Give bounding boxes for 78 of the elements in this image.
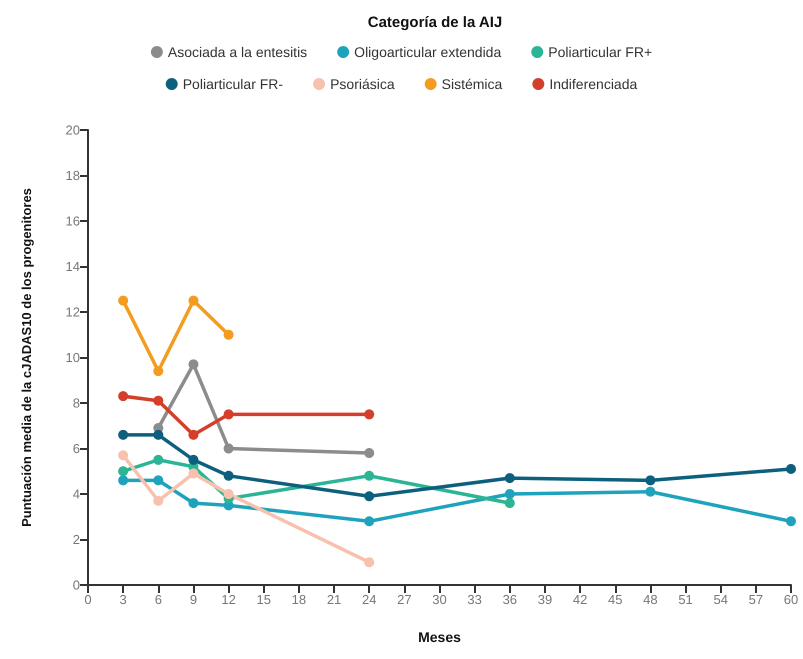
y-tick-label: 10 <box>66 350 80 365</box>
point <box>188 430 198 440</box>
point <box>504 489 515 499</box>
point <box>118 430 128 440</box>
point <box>224 409 234 420</box>
point <box>188 468 198 479</box>
point <box>118 296 128 306</box>
x-tick-label: 33 <box>467 592 482 607</box>
point <box>504 498 515 508</box>
point <box>364 491 374 502</box>
point <box>224 330 234 340</box>
point <box>364 470 374 481</box>
point <box>645 475 656 486</box>
point <box>224 470 234 481</box>
chart-title: Categoría de la AIJ <box>368 14 502 31</box>
x-tick-label: 36 <box>502 592 518 607</box>
y-tick-label: 12 <box>66 304 80 320</box>
y-tick-label: 18 <box>66 168 80 183</box>
x-tick-label: 15 <box>256 592 271 607</box>
point <box>153 366 164 376</box>
point <box>786 516 796 526</box>
point <box>364 448 374 458</box>
x-tick-label: 6 <box>154 592 162 607</box>
point <box>786 464 796 474</box>
x-tick-label: 45 <box>608 592 622 607</box>
point <box>188 359 198 370</box>
x-tick-label: 3 <box>120 592 127 607</box>
x-tick-label: 54 <box>713 592 728 607</box>
x-tick-label: 24 <box>362 592 376 607</box>
point <box>153 396 164 406</box>
point <box>364 409 374 420</box>
x-tick-label: 0 <box>84 592 92 607</box>
point <box>364 516 374 526</box>
y-tick-label: 8 <box>72 396 80 410</box>
x-tick-label: 21 <box>326 592 342 607</box>
y-tick-label: 4 <box>72 486 80 502</box>
y-tick-label: 6 <box>72 441 80 456</box>
x-tick-label: 12 <box>221 592 236 607</box>
point <box>364 557 374 568</box>
point <box>153 430 164 440</box>
legend-label: Poliarticular FR- <box>182 76 284 92</box>
y-tick-label: 14 <box>66 259 80 274</box>
y-tick-label: 2 <box>72 532 80 547</box>
x-tick-label: 42 <box>572 592 588 607</box>
x-tick-label: 9 <box>190 592 198 607</box>
point <box>504 473 515 484</box>
y-tick-label: 0 <box>72 578 80 592</box>
legend-label: Sistémica <box>442 76 503 92</box>
y-tick-label: 20 <box>66 122 80 138</box>
x-tick-label: 51 <box>678 592 693 607</box>
point <box>188 498 198 508</box>
point <box>645 486 656 497</box>
point <box>118 466 128 476</box>
legend-label: Asociada a la entesitis <box>168 44 308 60</box>
legend-label: Poliarticular FR+ <box>548 44 652 60</box>
point <box>224 489 234 499</box>
x-tick-label: 57 <box>748 592 764 607</box>
point <box>118 475 128 486</box>
y-tick-label: 16 <box>66 214 80 228</box>
point <box>153 475 164 486</box>
point <box>118 391 128 402</box>
point <box>188 296 198 306</box>
point <box>153 496 164 506</box>
x-tick-label: 18 <box>292 592 306 607</box>
legend-label: Indiferenciada <box>549 76 638 92</box>
y-axis-title: Puntuación media de la cJADAS10 de los progenitores <box>19 188 34 527</box>
x-tick-label: 27 <box>397 592 412 607</box>
x-tick-label: 48 <box>643 592 658 607</box>
point <box>224 444 234 454</box>
legend-label: Psoriásica <box>330 76 395 92</box>
x-tick-label: 60 <box>784 592 798 607</box>
point <box>188 454 198 465</box>
x-tick-label: 39 <box>538 592 552 607</box>
legend-label: Oligoarticular extendida <box>354 44 502 60</box>
x-axis-title: Meses <box>418 629 462 645</box>
x-tick-label: 30 <box>432 592 447 607</box>
point <box>118 450 128 460</box>
point <box>153 454 164 465</box>
